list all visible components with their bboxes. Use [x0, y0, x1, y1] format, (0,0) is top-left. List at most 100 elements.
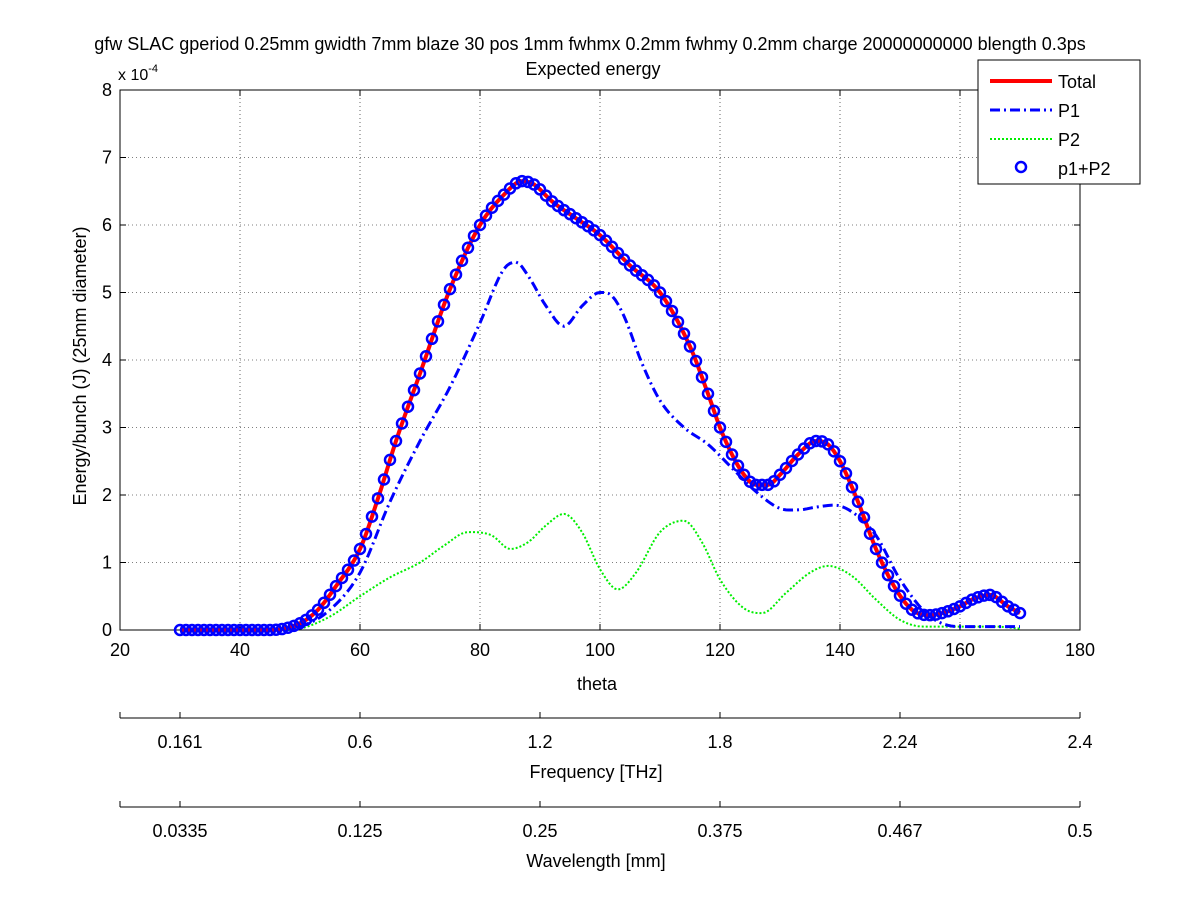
- series-point-p1p2: [209, 623, 223, 637]
- series-point-p1p2: [893, 589, 907, 602]
- series-point-p1p2: [197, 623, 211, 637]
- series-point-p1p2: [257, 623, 271, 637]
- x-tick-label: 160: [945, 640, 975, 660]
- series-point-p1p2: [911, 607, 925, 620]
- series-point-p1p2: [329, 579, 343, 593]
- chart-subtitle: Expected energy: [525, 59, 660, 79]
- series-point-p1p2: [509, 177, 523, 190]
- series-point-p1p2: [935, 606, 949, 620]
- series-point-p1p2: [731, 459, 745, 472]
- y-tick-label: 1: [102, 553, 112, 573]
- series-point-p1p2: [287, 619, 301, 633]
- series-point-p1p2: [323, 588, 337, 601]
- y-tick-label: 5: [102, 283, 112, 303]
- series-point-p1p2: [419, 350, 433, 363]
- secondary-axis-tick-label: 0.0335: [152, 821, 207, 841]
- series-point-p1p2: [857, 511, 871, 524]
- series-point-p1p2: [401, 400, 415, 413]
- secondary-axis-tick-label: 0.5: [1067, 821, 1092, 841]
- wavelength-axis-label: Wavelength [mm]: [526, 851, 665, 871]
- grid-layer: [120, 90, 1080, 630]
- x-tick-label: 40: [230, 640, 250, 660]
- legend-swatch-p1p2: [1014, 160, 1028, 174]
- secondary-axis-tick-label: 0.25: [522, 821, 557, 841]
- y-axis-label: Energy/bunch (J) (25mm diameter): [70, 226, 90, 505]
- series-point-p1p2: [689, 354, 703, 368]
- series-point-p1p2: [1013, 606, 1027, 620]
- series-point-p1p2: [839, 467, 853, 480]
- frequency-axis: 0.161 0.6 1.2 1.8 2.24 2.4: [119, 712, 1093, 752]
- x-axis-label: theta: [577, 674, 618, 694]
- series-point-p1p2: [365, 510, 379, 523]
- series-point-p1p2: [749, 478, 763, 492]
- series-point-p1p2: [233, 623, 247, 637]
- x-tick-label: 100: [585, 640, 615, 660]
- series-point-p1p2: [977, 589, 991, 602]
- series-point-p1p2: [251, 623, 265, 637]
- legend-label-total: Total: [1058, 72, 1096, 92]
- series-point-p1p2: [341, 563, 355, 577]
- series-point-p1p2: [815, 435, 829, 448]
- secondary-axis-tick-label: 0.467: [877, 821, 922, 841]
- series-point-p1p2: [737, 468, 751, 481]
- series-point-p1p2: [449, 268, 463, 281]
- series-point-p1p2: [173, 623, 187, 637]
- series-point-p1p2: [311, 603, 325, 616]
- series-point-p1p2: [929, 608, 943, 621]
- series-point-p1p2: [431, 315, 445, 328]
- series-point-p1p2: [443, 282, 457, 296]
- series-layer: [173, 174, 1027, 637]
- series-point-p1p2: [269, 623, 283, 637]
- series-point-p1p2: [437, 298, 451, 311]
- y-tick-label: 2: [102, 485, 112, 505]
- series-point-p1p2: [275, 622, 289, 636]
- y-tick-label: 6: [102, 215, 112, 235]
- series-point-p1p2: [407, 383, 421, 397]
- series-line-p1: [180, 260, 1020, 632]
- series-point-p1p2: [521, 175, 535, 189]
- y-exponent-base: x 10: [118, 67, 148, 84]
- y-tick-label: 3: [102, 418, 112, 438]
- series-point-p1p2: [383, 453, 397, 467]
- series-point-p1p2: [473, 218, 487, 232]
- series-point-p1p2: [671, 315, 685, 329]
- series-point-p1p2: [461, 241, 475, 255]
- series-point-p1p2: [485, 201, 499, 214]
- series-point-p1p2: [245, 623, 259, 637]
- legend: Total P1 P2 p1+P2: [977, 59, 1141, 185]
- x-tick-label: 80: [470, 640, 490, 660]
- series-point-p1p2: [917, 608, 931, 622]
- series-point-p1p2: [947, 602, 961, 616]
- series-point-p1p2: [701, 387, 715, 400]
- legend-label-p1: P1: [1058, 101, 1080, 121]
- series-point-p1p2: [983, 588, 997, 602]
- series-point-p1p2: [665, 304, 679, 318]
- x-tick-label: 60: [350, 640, 370, 660]
- series-point-p1p2: [809, 434, 823, 448]
- series-point-p1p2: [821, 438, 835, 451]
- secondary-axis-tick-label: 1.2: [527, 732, 552, 752]
- y-exponent-label: x 10-4: [118, 63, 158, 84]
- series-point-p1p2: [647, 279, 661, 292]
- series-point-p1p2: [467, 229, 481, 243]
- frequency-axis-label: Frequency [THz]: [529, 762, 662, 782]
- series-point-p1p2: [713, 421, 727, 434]
- wavelength-axis: 0.0335 0.125 0.25 0.375 0.467 0.5: [119, 801, 1093, 841]
- series-point-p1p2: [221, 623, 235, 637]
- ticks-layer: 20 40 60 80 100 120 140 160 180 0 1 2 3 4 5 6 7 8: [102, 80, 1095, 660]
- y-tick-label: 0: [102, 620, 112, 640]
- series-point-p1p2: [359, 527, 373, 541]
- series-point-p1p2: [971, 591, 985, 604]
- series-point-p1p2: [653, 286, 667, 299]
- series-point-p1p2: [395, 417, 409, 430]
- series-point-p1p2: [353, 542, 367, 556]
- series-point-p1p2: [317, 596, 331, 610]
- series-point-p1p2: [863, 527, 877, 540]
- series-point-p1p2: [707, 404, 721, 418]
- secondary-axis-tick-label: 0.375: [697, 821, 742, 841]
- series-point-p1p2: [185, 623, 199, 637]
- series-point-p1p2: [779, 461, 793, 475]
- x-tick-label: 180: [1065, 640, 1095, 660]
- series-point-p1p2: [887, 579, 901, 593]
